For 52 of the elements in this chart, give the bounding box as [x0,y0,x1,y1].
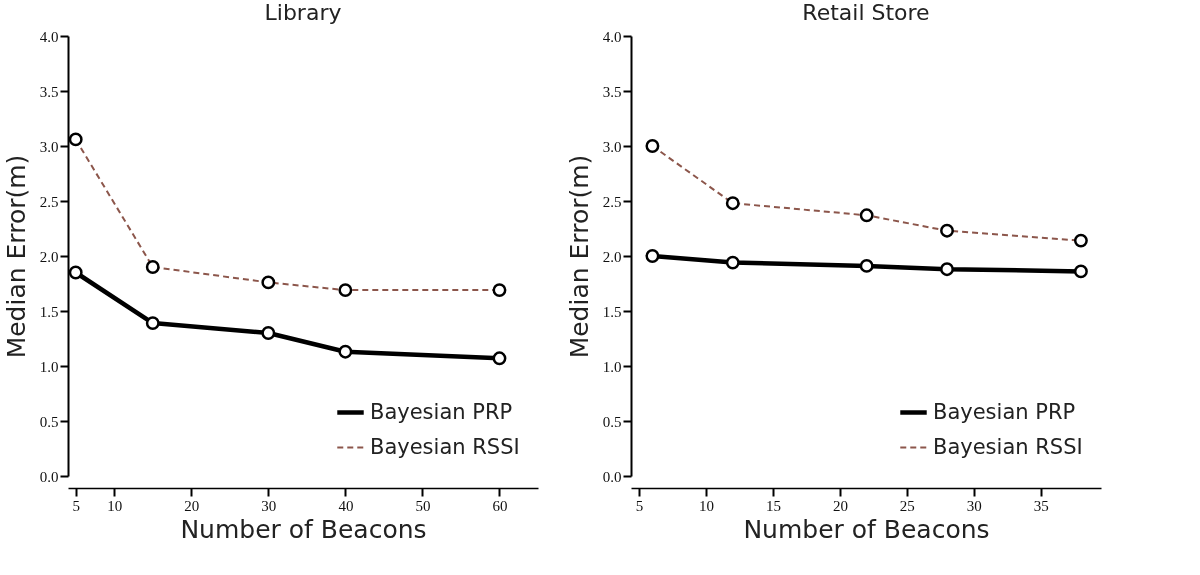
chart-title: Library [264,0,342,25]
point [261,326,276,340]
x-tick-label: 5 [72,497,80,514]
y-tick-label: 2.5 [602,193,622,210]
legend-label: Bayesian RSSI [370,434,520,459]
x-axis-title: Number of Beacons [180,514,427,544]
x-tick-label: 5 [635,497,644,514]
legend-label: Bayesian PRP [370,399,513,424]
y-tick-label: 3.5 [39,83,59,100]
y-tick-label: 3.0 [39,138,59,155]
x-tick-label: 15 [765,497,781,514]
x-axis-title: Number of Beacons [743,514,990,544]
point [338,344,353,359]
x-tick-label: 60 [492,497,508,514]
y-tick-label: 0.5 [39,413,59,430]
legend-label: Bayesian RSSI [933,434,1083,459]
point [68,265,83,280]
y-tick-label: 0.0 [602,468,622,485]
y-tick-label: 1.0 [602,358,622,375]
x-tick-label: 25 [899,497,915,514]
point [1073,264,1088,279]
y-axis-title: Median Error(m) [564,154,594,359]
y-axis-title: Median Error(m) [1,154,31,359]
x-tick-label: 50 [415,497,431,514]
y-tick-label: 2.5 [39,193,59,210]
point [145,316,160,331]
x-tick-label: 10 [698,497,714,514]
point [725,255,740,270]
x-tick-label: 30 [966,497,982,514]
point [859,258,874,273]
x-tick-label: 40 [338,497,354,514]
x-tick-label: 20 [832,497,848,514]
y-tick-label: 0.0 [39,468,59,485]
y-tick-label: 3.5 [602,83,622,100]
x-tick-label: 10 [107,497,123,514]
point [492,351,507,366]
point [940,262,954,277]
y-tick-label: 1.5 [39,303,59,320]
point [645,249,660,263]
y-tick-label: 2.0 [602,248,622,265]
y-tick-label: 4.0 [602,28,622,45]
y-tick-label: 3.0 [602,138,622,155]
y-tick-label: 2.0 [39,248,59,265]
x-tick-label: 30 [261,497,277,514]
y-tick-label: 4.0 [39,28,59,45]
x-tick-label: 35 [1033,497,1049,514]
y-tick-label: 1.5 [602,303,622,320]
legend-label: Bayesian PRP [933,399,1076,424]
x-tick-label: 20 [184,497,200,514]
y-tick-label: 1.0 [39,358,59,375]
chart-title: Retail Store [802,0,930,25]
y-tick-label: 0.5 [602,413,622,430]
